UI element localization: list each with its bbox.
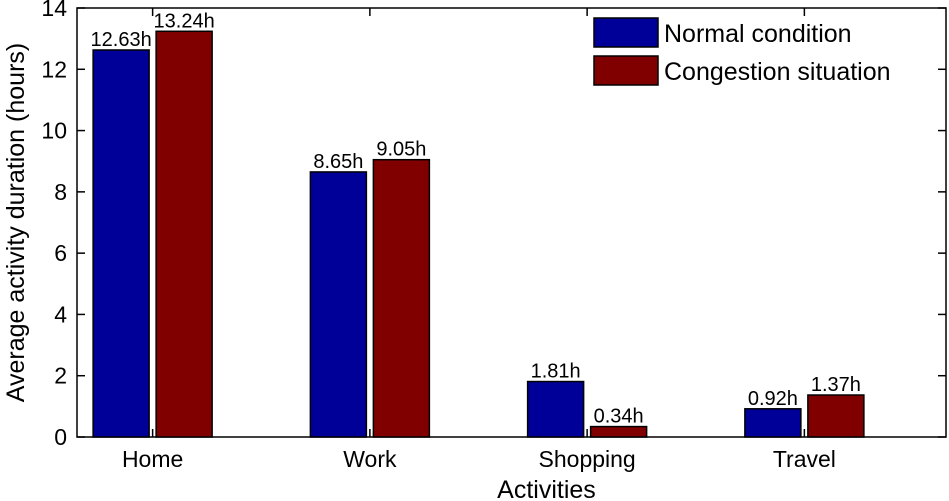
bar-travel-congestion (807, 394, 865, 438)
data-label-shopping-congestion: 0.34h (594, 406, 644, 428)
legend-label-congestion: Congestion situation (664, 58, 891, 86)
x-tick-label-home: Home (122, 446, 183, 472)
legend: Normal condition Congestion situation (593, 17, 891, 86)
legend-label-normal: Normal condition (664, 20, 852, 48)
bar-home-normal (92, 49, 150, 438)
bar-travel-normal (744, 408, 802, 438)
data-label-shopping-normal: 1.81h (531, 361, 581, 383)
data-label-work-normal: 8.65h (313, 151, 363, 173)
x-tick-label-travel: Travel (773, 446, 836, 472)
y-tick-label: 8 (54, 179, 67, 205)
bar-home-congestion (155, 30, 213, 438)
x-tick-label-shopping: Shopping (539, 446, 636, 472)
y-tick-label: 0 (54, 424, 67, 450)
bar-shopping-congestion (589, 425, 648, 438)
x-axis-title: Activities (497, 476, 596, 501)
y-axis-title: Average activity duration (hours) (2, 43, 30, 402)
bar-shopping-normal (526, 380, 585, 438)
bars (92, 30, 865, 438)
bar-work-normal (309, 171, 368, 438)
axes: 0 2 4 6 8 10 12 14 Home Work Shopping Travel (41, 0, 947, 472)
bar-work-congestion (372, 158, 431, 438)
data-label-home-congestion: 13.24h (154, 10, 215, 32)
data-label-work-congestion: 9.05h (376, 139, 426, 161)
x-tick-label-work: Work (343, 446, 397, 472)
y-tick-label: 6 (54, 240, 67, 266)
y-tick-label: 10 (41, 118, 67, 144)
legend-swatch-normal (593, 17, 659, 48)
legend-swatch-congestion (593, 55, 659, 86)
y-tick-label: 2 (54, 363, 67, 389)
data-label-home-normal: 12.63h (91, 29, 152, 51)
data-label-travel-congestion: 1.37h (811, 374, 861, 396)
plot-area-frame (76, 7, 947, 438)
y-tick-label: 14 (41, 0, 67, 21)
y-tick-label: 4 (54, 301, 67, 327)
y-tick-label: 12 (41, 56, 67, 82)
data-label-travel-normal: 0.92h (748, 388, 798, 410)
